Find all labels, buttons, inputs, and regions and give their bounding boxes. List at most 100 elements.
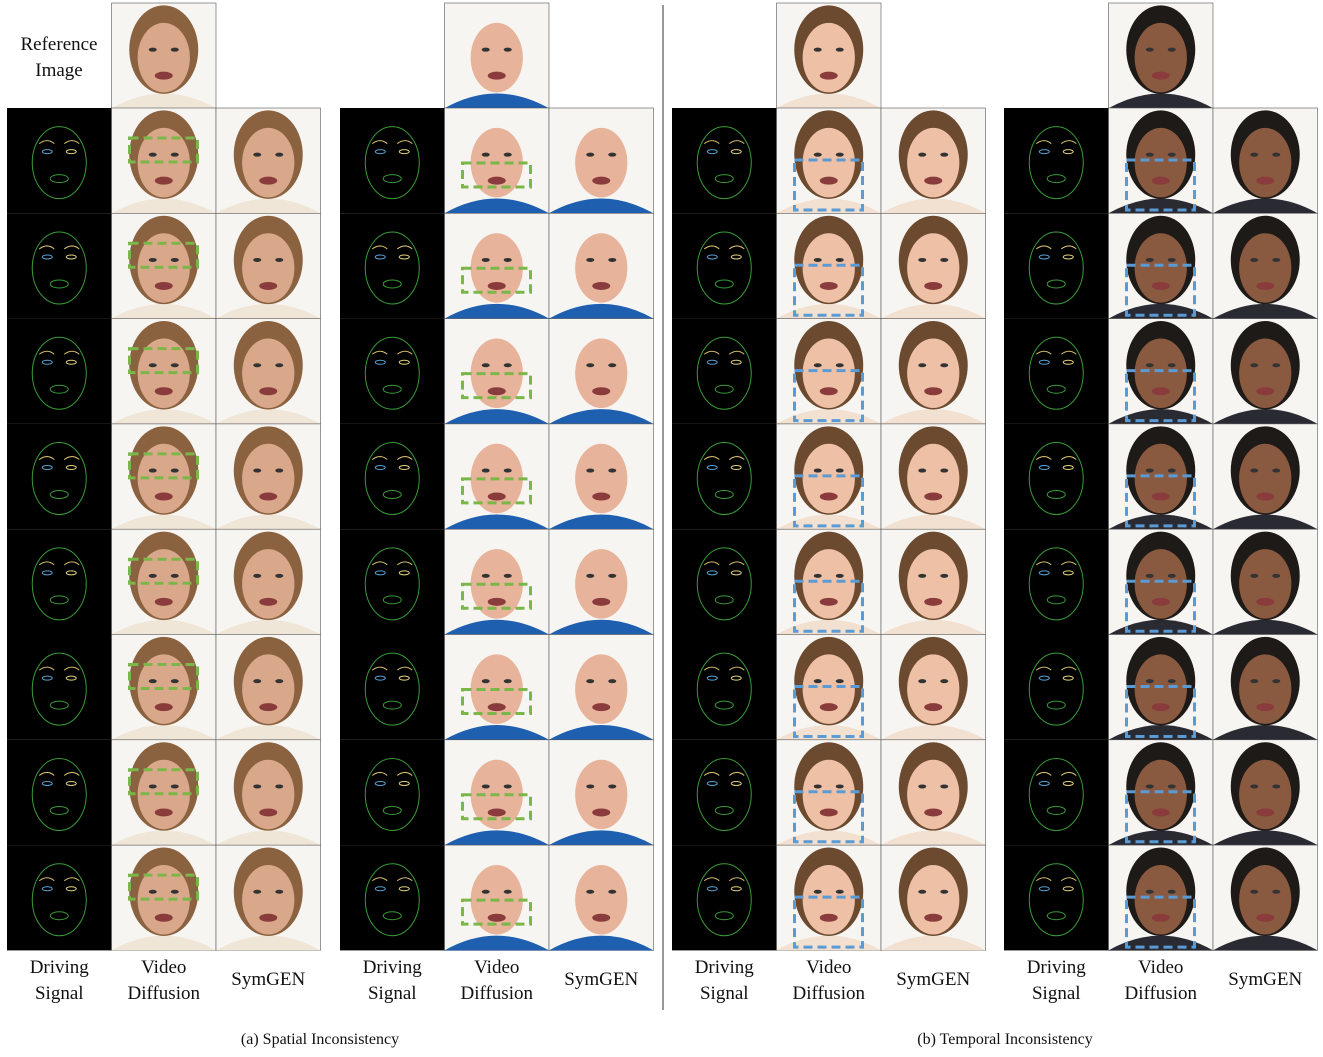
face <box>471 23 523 92</box>
mouth <box>259 914 277 922</box>
column-label: Driving Signal <box>7 955 112 1007</box>
face <box>1135 760 1187 829</box>
eye <box>149 258 157 262</box>
driving-bg <box>672 213 777 318</box>
eye <box>814 363 822 367</box>
mouth <box>1152 703 1170 711</box>
column-label: Video Diffusion <box>112 955 217 1007</box>
mouth <box>1152 177 1170 185</box>
eye <box>918 890 926 894</box>
face <box>242 233 294 302</box>
face <box>803 760 855 829</box>
caption: (a) Spatial Inconsistency <box>120 1031 520 1049</box>
column-label: Driving Signal <box>1004 955 1109 1007</box>
face <box>1135 339 1187 408</box>
face <box>242 128 294 197</box>
eye <box>1272 890 1280 894</box>
eye <box>608 890 616 894</box>
face <box>803 865 855 934</box>
mouth <box>924 914 942 922</box>
mouth <box>488 914 506 922</box>
eye <box>253 890 261 894</box>
eye <box>1272 469 1280 473</box>
eye <box>608 784 616 788</box>
driving-bg <box>7 845 112 950</box>
mouth <box>924 703 942 711</box>
eye <box>1250 679 1258 683</box>
eye <box>504 469 512 473</box>
eye <box>171 363 179 367</box>
caption: (b) Temporal Inconsistency <box>805 1031 1205 1049</box>
eye <box>608 363 616 367</box>
eye <box>1168 890 1176 894</box>
eye <box>1272 363 1280 367</box>
driving-bg <box>1004 424 1109 529</box>
face <box>575 233 627 302</box>
face <box>907 760 959 829</box>
eye <box>1168 679 1176 683</box>
eye <box>1168 48 1176 52</box>
mouth <box>155 387 173 395</box>
mouth <box>924 598 942 606</box>
mouth <box>155 914 173 922</box>
eye <box>1272 258 1280 262</box>
driving-bg <box>340 740 445 845</box>
driving-bg <box>7 319 112 424</box>
mouth <box>155 282 173 290</box>
face <box>575 128 627 197</box>
mouth <box>1256 177 1274 185</box>
eye <box>504 48 512 52</box>
eye <box>171 784 179 788</box>
mouth <box>820 703 838 711</box>
eye <box>275 890 283 894</box>
mouth <box>592 282 610 290</box>
driving-bg <box>340 213 445 318</box>
mouth <box>259 703 277 711</box>
mouth <box>924 387 942 395</box>
eye <box>1146 48 1154 52</box>
eye <box>149 679 157 683</box>
mouth <box>820 282 838 290</box>
eye <box>504 258 512 262</box>
face <box>575 444 627 513</box>
eye <box>836 890 844 894</box>
face <box>1239 549 1291 618</box>
face <box>1135 233 1187 302</box>
eye <box>836 258 844 262</box>
eye <box>1250 890 1258 894</box>
driving-bg <box>672 529 777 634</box>
mouth <box>924 177 942 185</box>
eye <box>275 363 283 367</box>
face <box>1239 128 1291 197</box>
eye <box>836 679 844 683</box>
mouth <box>1152 72 1170 80</box>
eye <box>253 153 261 157</box>
driving-bg <box>1004 845 1109 950</box>
face <box>1135 128 1187 197</box>
driving-bg <box>672 424 777 529</box>
eye <box>608 679 616 683</box>
mouth <box>1152 493 1170 501</box>
column-label: SymGEN <box>549 967 654 993</box>
mouth <box>820 808 838 816</box>
mouth <box>259 387 277 395</box>
driving-bg <box>7 213 112 318</box>
mouth <box>155 177 173 185</box>
eye <box>253 679 261 683</box>
mouth <box>1152 598 1170 606</box>
eye <box>1146 679 1154 683</box>
eye <box>482 784 490 788</box>
eye <box>253 258 261 262</box>
mouth <box>155 703 173 711</box>
eye <box>586 784 594 788</box>
eye <box>504 153 512 157</box>
eye <box>586 890 594 894</box>
mouth <box>924 808 942 816</box>
column-label: Driving Signal <box>340 955 445 1007</box>
face <box>803 549 855 618</box>
eye <box>918 258 926 262</box>
eye <box>275 153 283 157</box>
eye <box>1168 363 1176 367</box>
face <box>242 339 294 408</box>
eye <box>275 574 283 578</box>
